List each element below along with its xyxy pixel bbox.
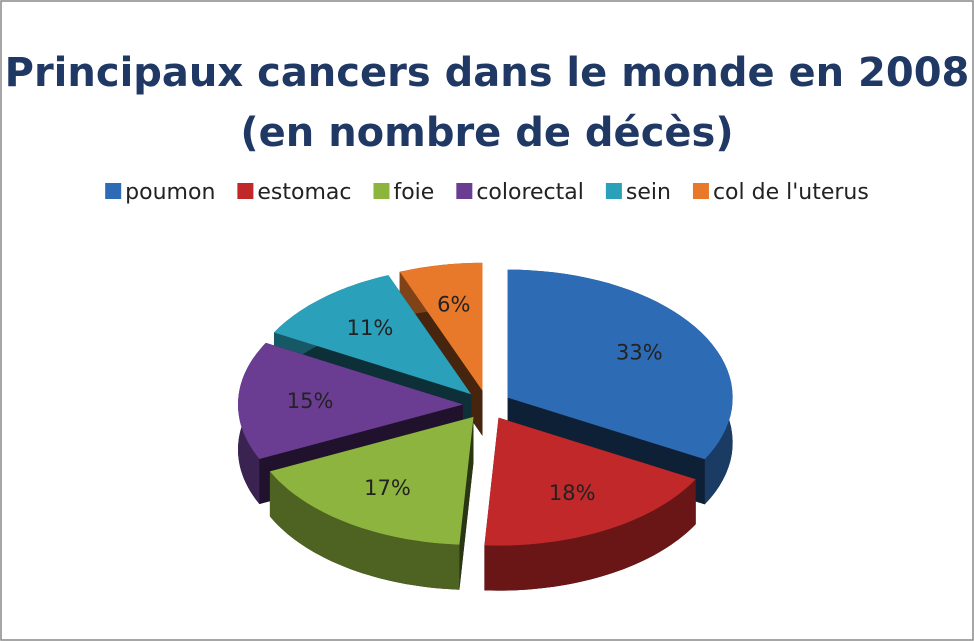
- data-label: 15%: [287, 389, 334, 413]
- data-label: 33%: [616, 340, 663, 364]
- data-label: 11%: [347, 316, 394, 340]
- legend-label: sein: [626, 180, 671, 205]
- legend-swatch: [373, 183, 390, 199]
- slice-side: [484, 479, 696, 591]
- slice-top: [274, 275, 472, 395]
- slice-top: [238, 342, 464, 459]
- legend-swatch: [692, 183, 709, 199]
- slice-top: [484, 417, 696, 546]
- slice-top: [507, 269, 733, 460]
- legend-label: foie: [393, 180, 434, 205]
- data-label: 6%: [437, 292, 470, 316]
- legend-label: poumon: [125, 180, 215, 205]
- slice: 18%: [484, 417, 696, 591]
- slice-side: [269, 471, 460, 590]
- legend: poumon estomac foie colorectal sein col de l'…: [105, 180, 869, 205]
- legend-label: col de l'uterus: [713, 180, 869, 205]
- legend-swatch: [605, 183, 622, 199]
- chart-title: Principaux cancers dans le monde en 2008…: [5, 50, 970, 156]
- slice-top: [399, 262, 483, 391]
- legend-swatch: [456, 183, 473, 199]
- legend-label: estomac: [257, 180, 351, 205]
- data-label: 18%: [549, 481, 596, 505]
- legend-label: colorectal: [476, 180, 584, 205]
- data-label: 17%: [364, 476, 411, 500]
- legend-swatch: [237, 183, 254, 199]
- legend-swatch: [105, 183, 122, 199]
- slice: 17%: [269, 416, 474, 590]
- slice-top: [269, 416, 474, 545]
- slice: 33%: [507, 269, 733, 505]
